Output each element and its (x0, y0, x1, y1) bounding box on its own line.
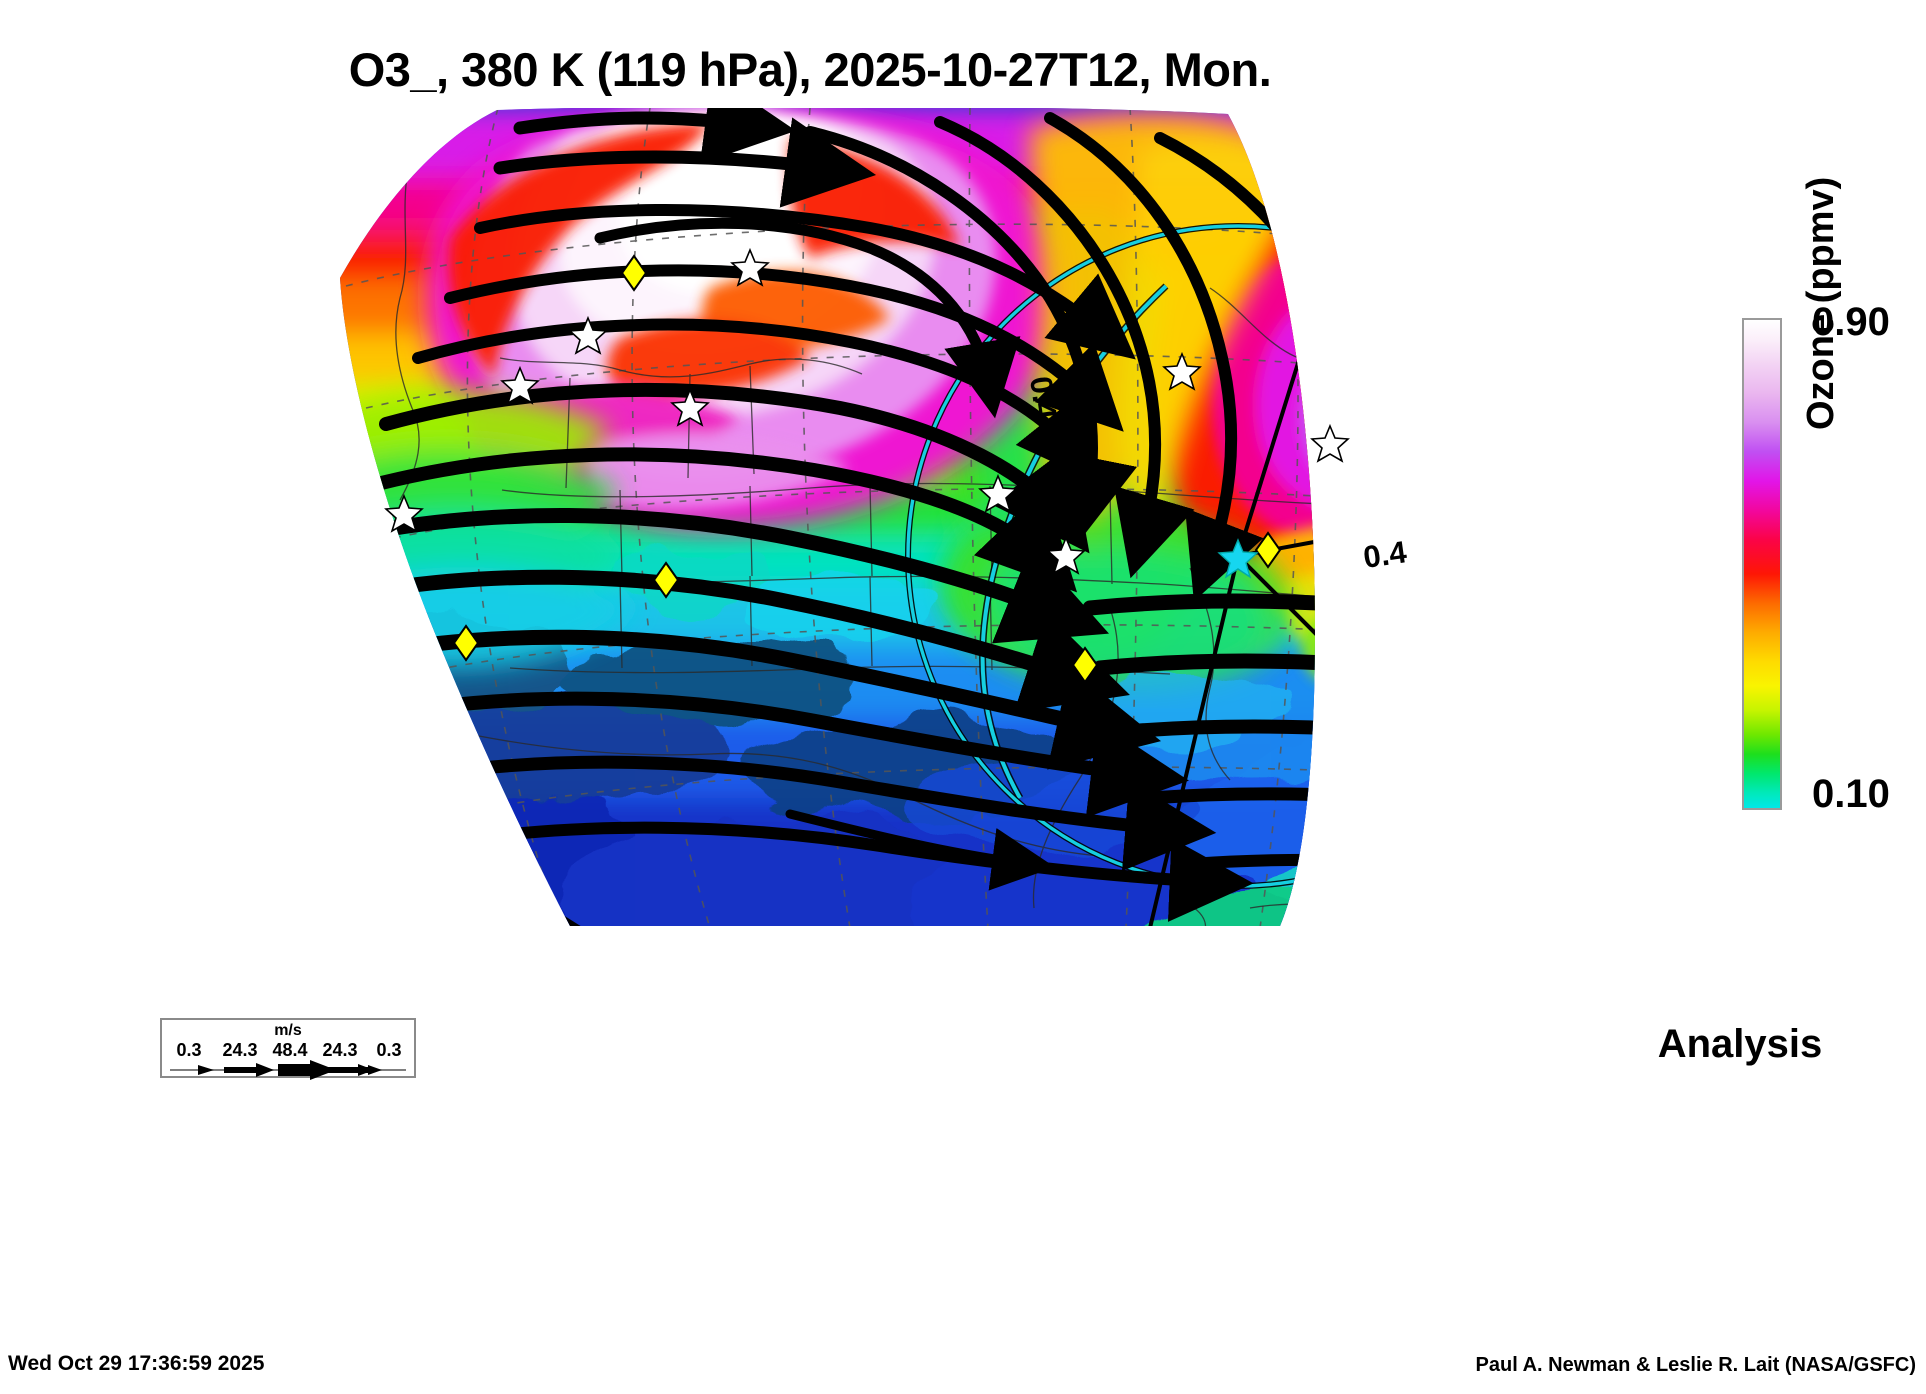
white-star-marker (568, 315, 608, 355)
cyan-star-marker (1217, 538, 1259, 579)
wind-legend-unit: m/s (274, 1022, 302, 1039)
wind-speed-legend: m/s 0.3 24.3 48.4 24.3 0.3 (160, 1018, 416, 1080)
page-title: O3_, 380 K (119 hPa), 2025-10-27T12, Mon… (348, 43, 1272, 96)
generation-timestamp: Wed Oct 29 17:36:59 2025 (8, 1352, 265, 1375)
white-star-marker (1162, 351, 1202, 391)
author-credit: Paul A. Newman & Leslie R. Lait (NASA/GS… (1475, 1354, 1916, 1376)
station-markers (384, 247, 1350, 684)
yellow-diamond-marker (652, 561, 680, 599)
analysis-label: Analysis (1657, 1022, 1823, 1066)
yellow-diamond-marker (452, 624, 480, 662)
ozone-map: 0.4 0.4 (150, 108, 1620, 1018)
wind-legend-label-5: 0.3 (376, 1040, 402, 1060)
white-star-marker (730, 247, 770, 287)
white-star-marker (1310, 423, 1350, 463)
yellow-diamond-marker (1071, 646, 1099, 684)
yellow-diamond-marker (1254, 531, 1282, 569)
wind-legend-label-1: 0.3 (176, 1040, 202, 1060)
contour-label-0-4-east: 0.4 (1361, 534, 1409, 575)
wind-legend-label-3: 48.4 (272, 1040, 308, 1060)
colorbar-axis-label: Ozone (ppmv) (1800, 176, 1842, 430)
contour-label-0-4-west: 0.4 (1023, 374, 1064, 422)
wind-legend-arrow-scale (170, 1060, 406, 1080)
white-star-marker (500, 365, 540, 405)
colorbar (1742, 318, 1782, 810)
white-star-marker (384, 493, 424, 533)
colorbar-max-label: 0.90 (1812, 300, 1890, 344)
white-star-marker (670, 387, 710, 427)
yellow-diamond-marker (620, 254, 648, 292)
white-star-marker (1046, 535, 1086, 575)
colorbar-min-label: 0.10 (1812, 772, 1890, 816)
wind-legend-label-2: 24.3 (222, 1040, 258, 1060)
wind-legend-label-4: 24.3 (322, 1040, 358, 1060)
white-star-marker (978, 473, 1018, 513)
